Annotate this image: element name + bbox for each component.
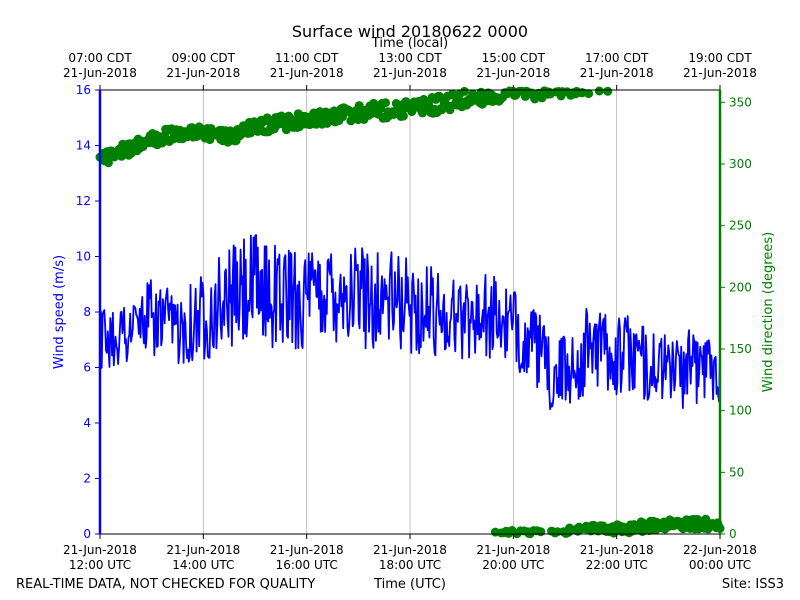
bottom-tick-time: 00:00 UTC [689, 558, 751, 572]
top-tick-date: 21-Jun-2018 [683, 66, 757, 80]
direction-series [95, 86, 725, 539]
right-tick-label: 350 [729, 95, 752, 109]
left-tick-label: 14 [76, 139, 91, 153]
left-tick-label: 0 [83, 527, 91, 541]
top-tick-date: 21-Jun-2018 [476, 66, 550, 80]
left-tick-label: 6 [83, 361, 91, 375]
direction-point [381, 98, 390, 108]
bottom-tick-time: 22:00 UTC [586, 558, 648, 572]
direction-point [398, 111, 408, 121]
x-axis-label: Time (UTC) [373, 577, 446, 592]
bottom-tick-time: 20:00 UTC [482, 558, 544, 572]
bottom-tick-date: 21-Jun-2018 [63, 543, 137, 557]
bottom-tick-date: 21-Jun-2018 [373, 543, 447, 557]
footer-site: Site: ISS3 [722, 577, 784, 592]
axes: 0 2 4 6 8 10 12 14 16 0 50 100 150 200 250 300 350 21-Jun… [63, 51, 757, 572]
top-tick-date: 21-Jun-2018 [166, 66, 240, 80]
right-tick-label: 150 [729, 342, 752, 356]
left-tick-label: 16 [76, 83, 91, 97]
left-tick-label: 8 [83, 305, 91, 319]
top-tick-date: 21-Jun-2018 [373, 66, 447, 80]
bottom-tick-date: 21-Jun-2018 [580, 543, 654, 557]
chart-title: Surface wind 20180622 0000 [292, 22, 528, 41]
right-tick-label: 100 [729, 404, 752, 418]
direction-point [536, 527, 546, 537]
top-tick-date: 21-Jun-2018 [63, 66, 137, 80]
bottom-tick-time: 14:00 UTC [172, 558, 234, 572]
plot-area [95, 86, 725, 539]
bottom-tick-date: 22-Jun-2018 [683, 543, 757, 557]
top-axis-label: Time (local) [371, 36, 448, 51]
top-tick-date: 21-Jun-2018 [270, 66, 344, 80]
right-tick-label: 200 [729, 280, 752, 294]
footer-disclaimer: REAL-TIME DATA, NOT CHECKED FOR QUALITY [16, 577, 315, 592]
speed-series-line [99, 234, 721, 411]
right-tick-label: 250 [729, 219, 752, 233]
top-tick-time: 17:00 CDT [585, 51, 649, 65]
direction-point [603, 86, 613, 96]
right-tick-label: 50 [729, 465, 744, 479]
bottom-tick-date: 21-Jun-2018 [476, 543, 550, 557]
left-axis-label: Wind speed (m/s) [52, 255, 67, 369]
top-tick-time: 07:00 CDT [68, 51, 132, 65]
direction-point [103, 158, 113, 168]
top-tick-date: 21-Jun-2018 [580, 66, 654, 80]
bottom-tick-date: 21-Jun-2018 [270, 543, 344, 557]
right-tick-label: 0 [729, 527, 737, 541]
top-tick-time: 13:00 CDT [378, 51, 442, 65]
bottom-tick-time: 18:00 UTC [379, 558, 441, 572]
direction-point [594, 86, 604, 96]
bottom-tick-time: 12:00 UTC [69, 558, 131, 572]
left-tick-label: 2 [83, 472, 91, 486]
bottom-tick-time: 16:00 UTC [276, 558, 338, 572]
right-tick-label: 300 [729, 157, 752, 171]
left-tick-label: 12 [76, 194, 91, 208]
top-tick-time: 15:00 CDT [482, 51, 546, 65]
direction-point [584, 89, 594, 99]
direction-point [459, 86, 469, 96]
top-tick-time: 09:00 CDT [172, 51, 236, 65]
left-tick-label: 4 [83, 416, 91, 430]
top-tick-time: 11:00 CDT [275, 51, 339, 65]
right-axis-label: Wind direction (degrees) [761, 232, 776, 392]
bottom-tick-date: 21-Jun-2018 [166, 543, 240, 557]
direction-point [277, 111, 287, 121]
top-tick-time: 19:00 CDT [688, 51, 752, 65]
left-tick-label: 10 [76, 250, 91, 264]
direction-point [407, 107, 417, 117]
